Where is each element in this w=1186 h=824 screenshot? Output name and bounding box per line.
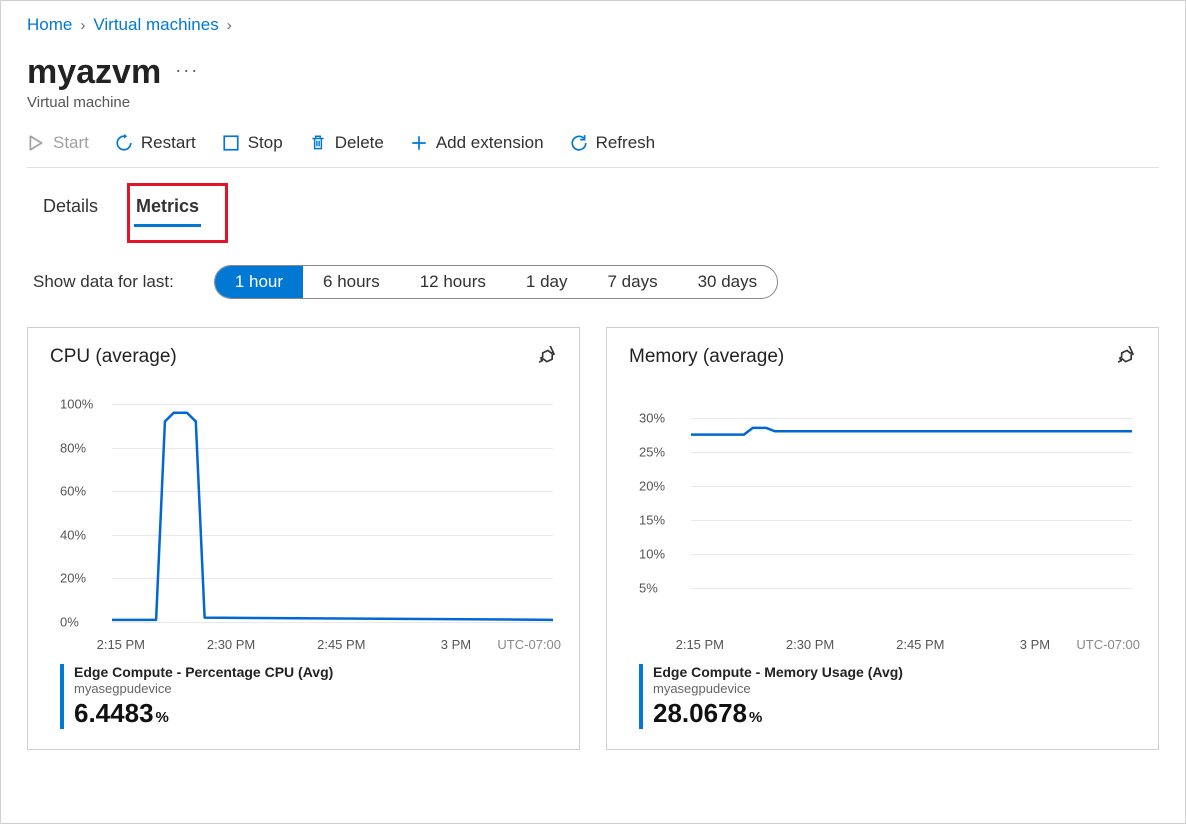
page-title: myazvm (27, 53, 161, 92)
cpu-chart-card: CPU (average) 0%20%40%60%80%100%2:15 PM2… (27, 327, 580, 750)
tab-details[interactable]: Details (41, 190, 100, 227)
legend-color-bar (60, 664, 64, 729)
restart-button[interactable]: Restart (115, 133, 196, 153)
pin-icon[interactable] (1118, 346, 1140, 368)
time-range-6-hours[interactable]: 6 hours (303, 266, 400, 298)
tabs: Details Metrics (27, 190, 1159, 227)
pin-icon[interactable] (539, 346, 561, 368)
delete-button[interactable]: Delete (309, 133, 384, 153)
start-button: Start (27, 133, 89, 153)
refresh-icon (570, 134, 588, 152)
chevron-right-icon: › (223, 17, 236, 34)
memory-legend-value: 28.0678% (653, 698, 1140, 729)
time-range-12-hours[interactable]: 12 hours (400, 266, 506, 298)
trash-icon (309, 134, 327, 152)
legend-color-bar (639, 664, 643, 729)
cpu-chart-title: CPU (average) (50, 346, 177, 368)
chevron-right-icon: › (76, 17, 89, 34)
add-extension-button[interactable]: Add extension (410, 133, 544, 153)
breadcrumb-home[interactable]: Home (27, 15, 72, 35)
time-range-7-days[interactable]: 7 days (587, 266, 677, 298)
toolbar: Start Restart Stop Delete Add extension … (27, 133, 1159, 168)
refresh-label: Refresh (596, 133, 656, 153)
memory-legend-subtitle: myasegpudevice (653, 681, 1140, 696)
stop-button[interactable]: Stop (222, 133, 283, 153)
cpu-legend-unit: % (156, 709, 169, 726)
memory-chart-legend: Edge Compute - Memory Usage (Avg) myaseg… (639, 664, 1140, 729)
page-subtitle: Virtual machine (27, 94, 1159, 111)
memory-chart-card: Memory (average) 5%10%15%20%25%30%2:15 P… (606, 327, 1159, 750)
time-range-1-day[interactable]: 1 day (506, 266, 588, 298)
time-range-selector: 1 hour 6 hours 12 hours 1 day 7 days 30 … (214, 265, 778, 299)
stop-label: Stop (248, 133, 283, 153)
stop-icon (222, 134, 240, 152)
time-range-label: Show data for last: (33, 272, 174, 292)
start-label: Start (53, 133, 89, 153)
delete-label: Delete (335, 133, 384, 153)
cpu-legend-subtitle: myasegpudevice (74, 681, 561, 696)
memory-chart-plot: 5%10%15%20%25%30%2:15 PM2:30 PM2:45 PM3 … (639, 398, 1140, 628)
memory-legend-number: 28.0678 (653, 698, 747, 728)
more-menu-button[interactable]: ··· (175, 60, 199, 85)
cpu-legend-value: 6.4483% (74, 698, 561, 729)
breadcrumb: Home › Virtual machines › (27, 15, 1159, 35)
cpu-chart-plot: 0%20%40%60%80%100%2:15 PM2:30 PM2:45 PM3… (60, 398, 561, 628)
cpu-chart-legend: Edge Compute - Percentage CPU (Avg) myas… (60, 664, 561, 729)
cpu-legend-title: Edge Compute - Percentage CPU (Avg) (74, 664, 561, 680)
memory-legend-title: Edge Compute - Memory Usage (Avg) (653, 664, 1140, 680)
time-range-1-hour[interactable]: 1 hour (215, 266, 303, 298)
play-icon (27, 134, 45, 152)
cpu-legend-number: 6.4483 (74, 698, 154, 728)
memory-chart-title: Memory (average) (629, 346, 784, 368)
restart-label: Restart (141, 133, 196, 153)
breadcrumb-virtual-machines[interactable]: Virtual machines (93, 15, 218, 35)
plus-icon (410, 134, 428, 152)
add-extension-label: Add extension (436, 133, 544, 153)
restart-icon (115, 134, 133, 152)
tab-metrics[interactable]: Metrics (134, 190, 201, 227)
refresh-button[interactable]: Refresh (570, 133, 656, 153)
time-range-30-days[interactable]: 30 days (678, 266, 778, 298)
memory-legend-unit: % (749, 709, 762, 726)
